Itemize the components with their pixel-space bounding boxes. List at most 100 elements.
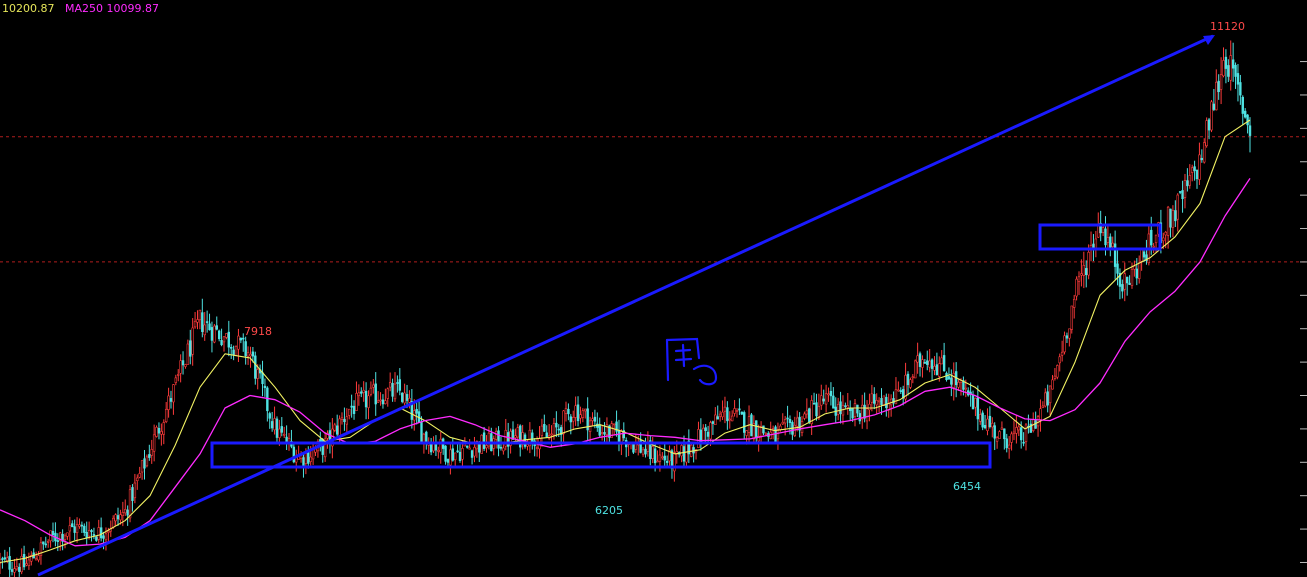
candle-body: [940, 357, 943, 365]
candle-body: [128, 489, 132, 519]
candle-body: [143, 458, 146, 469]
candle-body: [169, 398, 173, 402]
candle-body: [256, 369, 259, 379]
candle-body: [1068, 328, 1071, 339]
candle-body: [906, 373, 910, 386]
candle-body: [829, 390, 833, 397]
candle-body: [721, 411, 724, 418]
candle-body: [1019, 427, 1023, 441]
candle-body: [451, 448, 454, 461]
candle-body: [824, 393, 828, 405]
candle-body: [1041, 405, 1045, 408]
candle-body: [1007, 444, 1011, 449]
candle-body: [364, 390, 368, 408]
candle-body: [10, 569, 14, 572]
candle-body: [559, 427, 563, 435]
candle-body: [1164, 231, 1167, 236]
candle-body: [420, 422, 423, 443]
candle-body: [403, 392, 406, 404]
candle-body: [1142, 251, 1146, 258]
candle-body: [131, 487, 134, 501]
candle-body: [92, 534, 96, 536]
candle-body: [208, 323, 211, 331]
candle-body: [600, 432, 604, 434]
candle-body: [6, 557, 9, 562]
candle-body: [976, 397, 980, 420]
candle-body: [75, 524, 79, 533]
candle-body: [162, 422, 165, 435]
candle-body: [962, 380, 965, 390]
low-label-2: 6454: [953, 480, 981, 493]
candle-body: [1029, 423, 1033, 433]
candle-body: [1154, 234, 1158, 244]
candle-body: [444, 445, 447, 462]
candle-body: [995, 437, 999, 442]
candle-body: [1056, 365, 1059, 378]
candle-body: [34, 558, 38, 561]
current-price-readout: 10200.87: [2, 2, 55, 15]
candle-body: [362, 389, 365, 393]
candle-body: [90, 530, 93, 533]
candle-body: [928, 360, 931, 368]
candle-body: [372, 384, 375, 388]
candle-body: [124, 509, 127, 514]
candle-body: [986, 418, 989, 432]
candle-body: [97, 527, 100, 540]
candle-body: [812, 402, 816, 405]
candle-body: [302, 457, 305, 467]
candle-body: [51, 530, 55, 536]
candle-body: [897, 389, 900, 392]
candle-body: [461, 447, 464, 460]
candle-body: [935, 364, 939, 376]
candle-body: [1053, 375, 1057, 379]
candle-body: [405, 394, 409, 401]
candle-body: [225, 333, 228, 338]
candle-body: [357, 392, 361, 397]
candle-body: [263, 385, 267, 389]
candle-body: [892, 398, 895, 404]
candle-body: [757, 435, 760, 442]
candle-body: [608, 425, 611, 438]
candle-body: [502, 447, 505, 452]
candle-body: [815, 402, 818, 417]
candle-body: [1123, 273, 1126, 290]
candle-body: [687, 440, 691, 455]
candle-body: [205, 321, 209, 323]
candle-body: [136, 477, 139, 482]
candle-body: [454, 452, 457, 461]
candle-body: [280, 426, 283, 433]
candle-body: [145, 456, 149, 467]
candle-body: [345, 416, 349, 425]
candle-body: [179, 360, 182, 374]
candle-body: [651, 446, 654, 459]
candle-body: [516, 427, 520, 438]
candle-body: [885, 396, 888, 408]
candle-body: [832, 395, 835, 409]
candle-body: [111, 517, 115, 528]
candle-body: [155, 427, 158, 437]
candle-body: [740, 411, 744, 415]
candle-body: [1203, 142, 1206, 163]
candle-body: [398, 379, 402, 391]
consolidation-box-main: [210, 441, 992, 469]
candle-body: [340, 417, 344, 420]
candle-body: [42, 541, 45, 545]
candle-body: [150, 449, 153, 456]
candle-body: [138, 473, 141, 478]
candle-body: [923, 362, 927, 364]
candle-body: [268, 413, 271, 419]
candle-body: [278, 428, 281, 438]
candle-body: [1012, 431, 1016, 434]
candle-body: [540, 425, 544, 436]
candle-body: [998, 431, 1001, 439]
candle-body: [466, 445, 469, 448]
candle-body: [1036, 416, 1040, 427]
candle-body: [1104, 228, 1107, 246]
candle-body: [1190, 167, 1194, 173]
candle-body: [63, 535, 67, 540]
candle-body: [203, 324, 206, 336]
candle-body: [1195, 169, 1199, 180]
candle-body: [1015, 427, 1018, 434]
candle-body: [1215, 81, 1218, 111]
candle-body: [348, 408, 351, 416]
